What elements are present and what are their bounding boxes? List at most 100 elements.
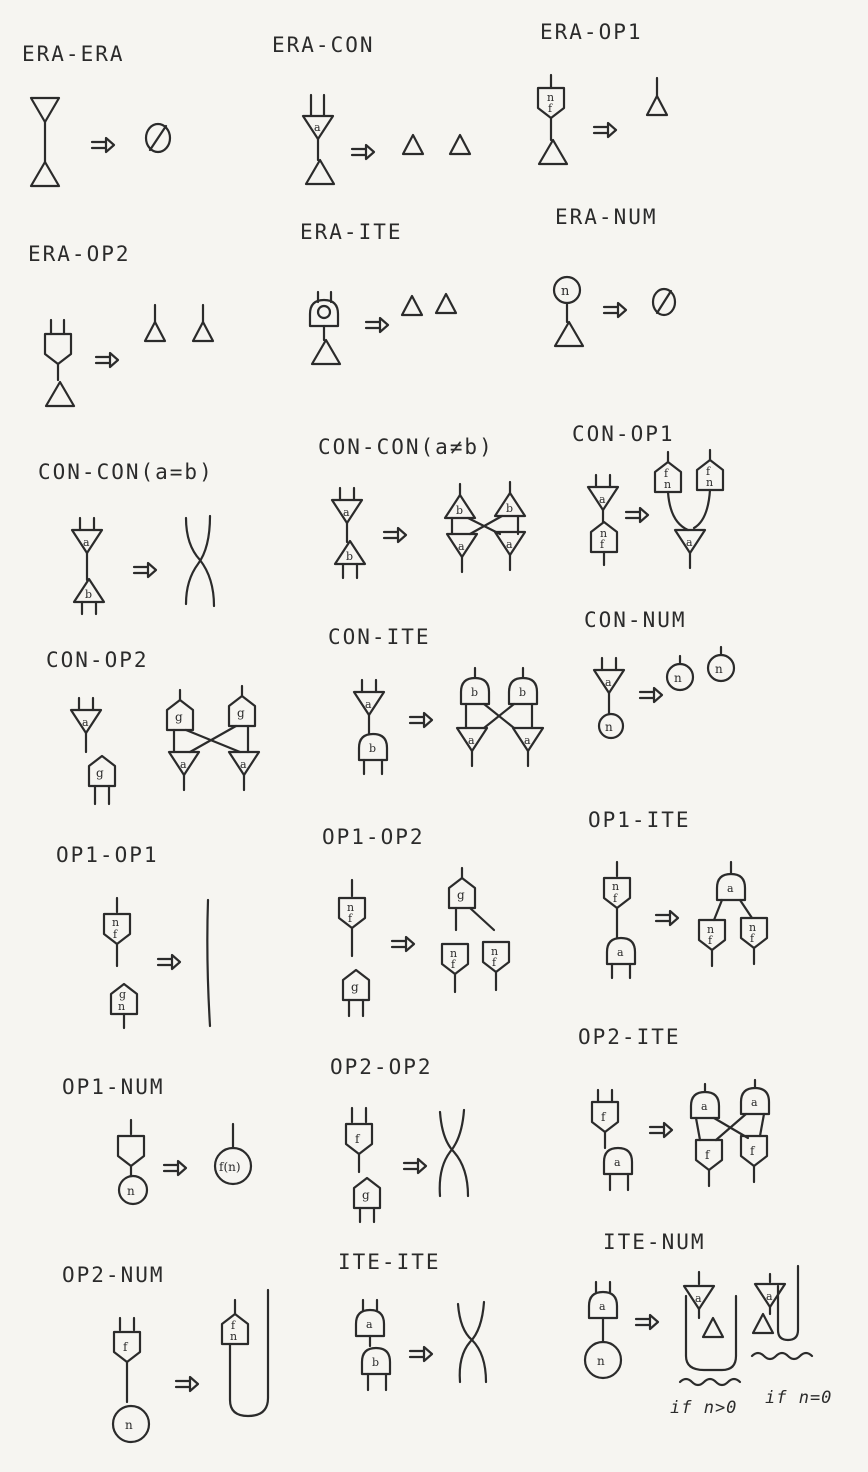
svg-text:n: n <box>347 901 354 914</box>
svg-text:b: b <box>369 742 376 755</box>
rule-title-con-ite: CON-ITE <box>328 625 431 649</box>
svg-text:f: f <box>706 465 711 478</box>
rule-era-num: n <box>552 275 677 348</box>
svg-text:a: a <box>766 1290 773 1303</box>
svg-text:n: n <box>230 1330 237 1343</box>
svg-text:a: a <box>701 1100 708 1113</box>
svg-text:n: n <box>450 947 457 960</box>
svg-text:f: f <box>664 467 669 480</box>
svg-text:a: a <box>617 946 624 959</box>
svg-text:f: f <box>123 1340 129 1354</box>
rule-era-op1: n f <box>536 73 669 166</box>
svg-text:n: n <box>118 1000 125 1013</box>
rule-op1-op2: n f g g n f n f <box>337 866 511 1018</box>
rule-con-op1: a n f f n f n a <box>586 448 725 570</box>
svg-text:n: n <box>561 284 570 299</box>
svg-text:n: n <box>706 476 713 489</box>
svg-text:f: f <box>548 102 553 115</box>
rule-con-ite: a b b b a a <box>352 666 545 776</box>
condition-n-zero: if n=0 <box>765 1388 833 1408</box>
svg-text:b: b <box>346 550 353 563</box>
rule-title-era-con: ERA-CON <box>272 33 375 57</box>
svg-text:f: f <box>231 1319 236 1332</box>
svg-text:n: n <box>491 945 498 958</box>
svg-text:n: n <box>127 1184 135 1198</box>
rule-title-op1-num: OP1-NUM <box>62 1075 165 1099</box>
rule-era-era <box>29 96 172 188</box>
svg-text:f: f <box>601 1110 607 1124</box>
rule-title-era-num: ERA-NUM <box>555 205 658 229</box>
condition-n-positive: if n>0 <box>670 1398 738 1418</box>
svg-text:a: a <box>83 536 90 549</box>
rule-title-op2-num: OP2-NUM <box>62 1263 165 1287</box>
svg-text:n: n <box>605 720 613 734</box>
svg-text:b: b <box>372 1356 379 1369</box>
svg-text:a: a <box>686 536 693 549</box>
svg-text:f: f <box>451 958 456 971</box>
svg-text:n: n <box>749 921 756 934</box>
svg-text:a: a <box>727 882 734 895</box>
svg-text:a: a <box>240 758 247 771</box>
rewrite-arrow-icon <box>90 136 116 154</box>
rule-title-era-ite: ERA-ITE <box>300 220 403 244</box>
rule-title-ite-ite: ITE-ITE <box>338 1250 441 1274</box>
svg-text:f(n): f(n) <box>219 1160 241 1174</box>
svg-text:a: a <box>751 1096 758 1109</box>
rule-ite-num: a n a a <box>583 1264 814 1387</box>
svg-text:b: b <box>519 686 526 699</box>
svg-text:n: n <box>600 527 607 540</box>
rule-era-con: a <box>301 93 472 186</box>
svg-text:b: b <box>85 588 92 601</box>
svg-text:a: a <box>506 538 513 551</box>
rule-title-ite-num: ITE-NUM <box>603 1230 706 1254</box>
rule-title-con-num: CON-NUM <box>584 608 687 632</box>
svg-text:g: g <box>237 706 245 720</box>
svg-text:n: n <box>125 1418 133 1432</box>
svg-text:n: n <box>707 923 714 936</box>
svg-text:f: f <box>600 538 605 551</box>
rule-op2-num: f n f n <box>111 1288 270 1444</box>
svg-text:a: a <box>605 676 612 689</box>
svg-text:a: a <box>365 698 372 711</box>
svg-text:a: a <box>599 1300 606 1313</box>
svg-text:n: n <box>715 662 723 676</box>
svg-text:g: g <box>96 766 104 780</box>
svg-text:b: b <box>456 504 463 517</box>
svg-text:a: a <box>343 506 350 519</box>
rule-con-con-eq: a b <box>70 514 216 616</box>
rule-title-con-op1: CON-OP1 <box>572 422 675 446</box>
svg-text:n: n <box>112 916 119 929</box>
rule-title-con-con-neq: CON-CON(a≠b) <box>318 435 494 459</box>
svg-text:f: f <box>708 934 713 947</box>
svg-text:a: a <box>468 734 475 747</box>
svg-text:n: n <box>547 91 554 104</box>
svg-text:g: g <box>119 988 126 1001</box>
svg-text:a: a <box>614 1156 621 1169</box>
rule-op1-num: n f(n) <box>116 1118 253 1206</box>
svg-text:f: f <box>705 1148 711 1162</box>
rule-op1-op1: n f g n <box>102 896 212 1030</box>
svg-text:f: f <box>348 912 353 925</box>
svg-text:a: a <box>314 121 321 134</box>
rule-title-era-era: ERA-ERA <box>22 42 125 66</box>
rule-op1-ite: n f a a n f n f <box>602 860 769 980</box>
rule-title-op1-ite: OP1-ITE <box>588 808 691 832</box>
rule-title-era-op1: ERA-OP1 <box>540 20 643 44</box>
svg-text:n: n <box>597 1354 605 1368</box>
rule-con-num: a n n n <box>592 645 736 740</box>
svg-text:a: a <box>695 1292 702 1305</box>
rule-title-con-con-eq: CON-CON(a=b) <box>38 460 214 484</box>
rule-con-op2: a g g g a a <box>69 684 261 806</box>
rule-title-op1-op1: OP1-OP1 <box>56 843 159 867</box>
svg-text:n: n <box>664 478 671 491</box>
rule-title-op2-op2: OP2-OP2 <box>330 1055 433 1079</box>
svg-text:b: b <box>506 502 513 515</box>
svg-text:a: a <box>82 716 89 729</box>
svg-text:f: f <box>750 932 755 945</box>
svg-text:n: n <box>612 880 619 893</box>
svg-text:f: f <box>113 928 118 941</box>
rule-op2-ite: f a a a f f <box>590 1078 771 1192</box>
rule-con-con-neq: a b b b a a <box>330 480 527 580</box>
svg-text:a: a <box>524 734 531 747</box>
